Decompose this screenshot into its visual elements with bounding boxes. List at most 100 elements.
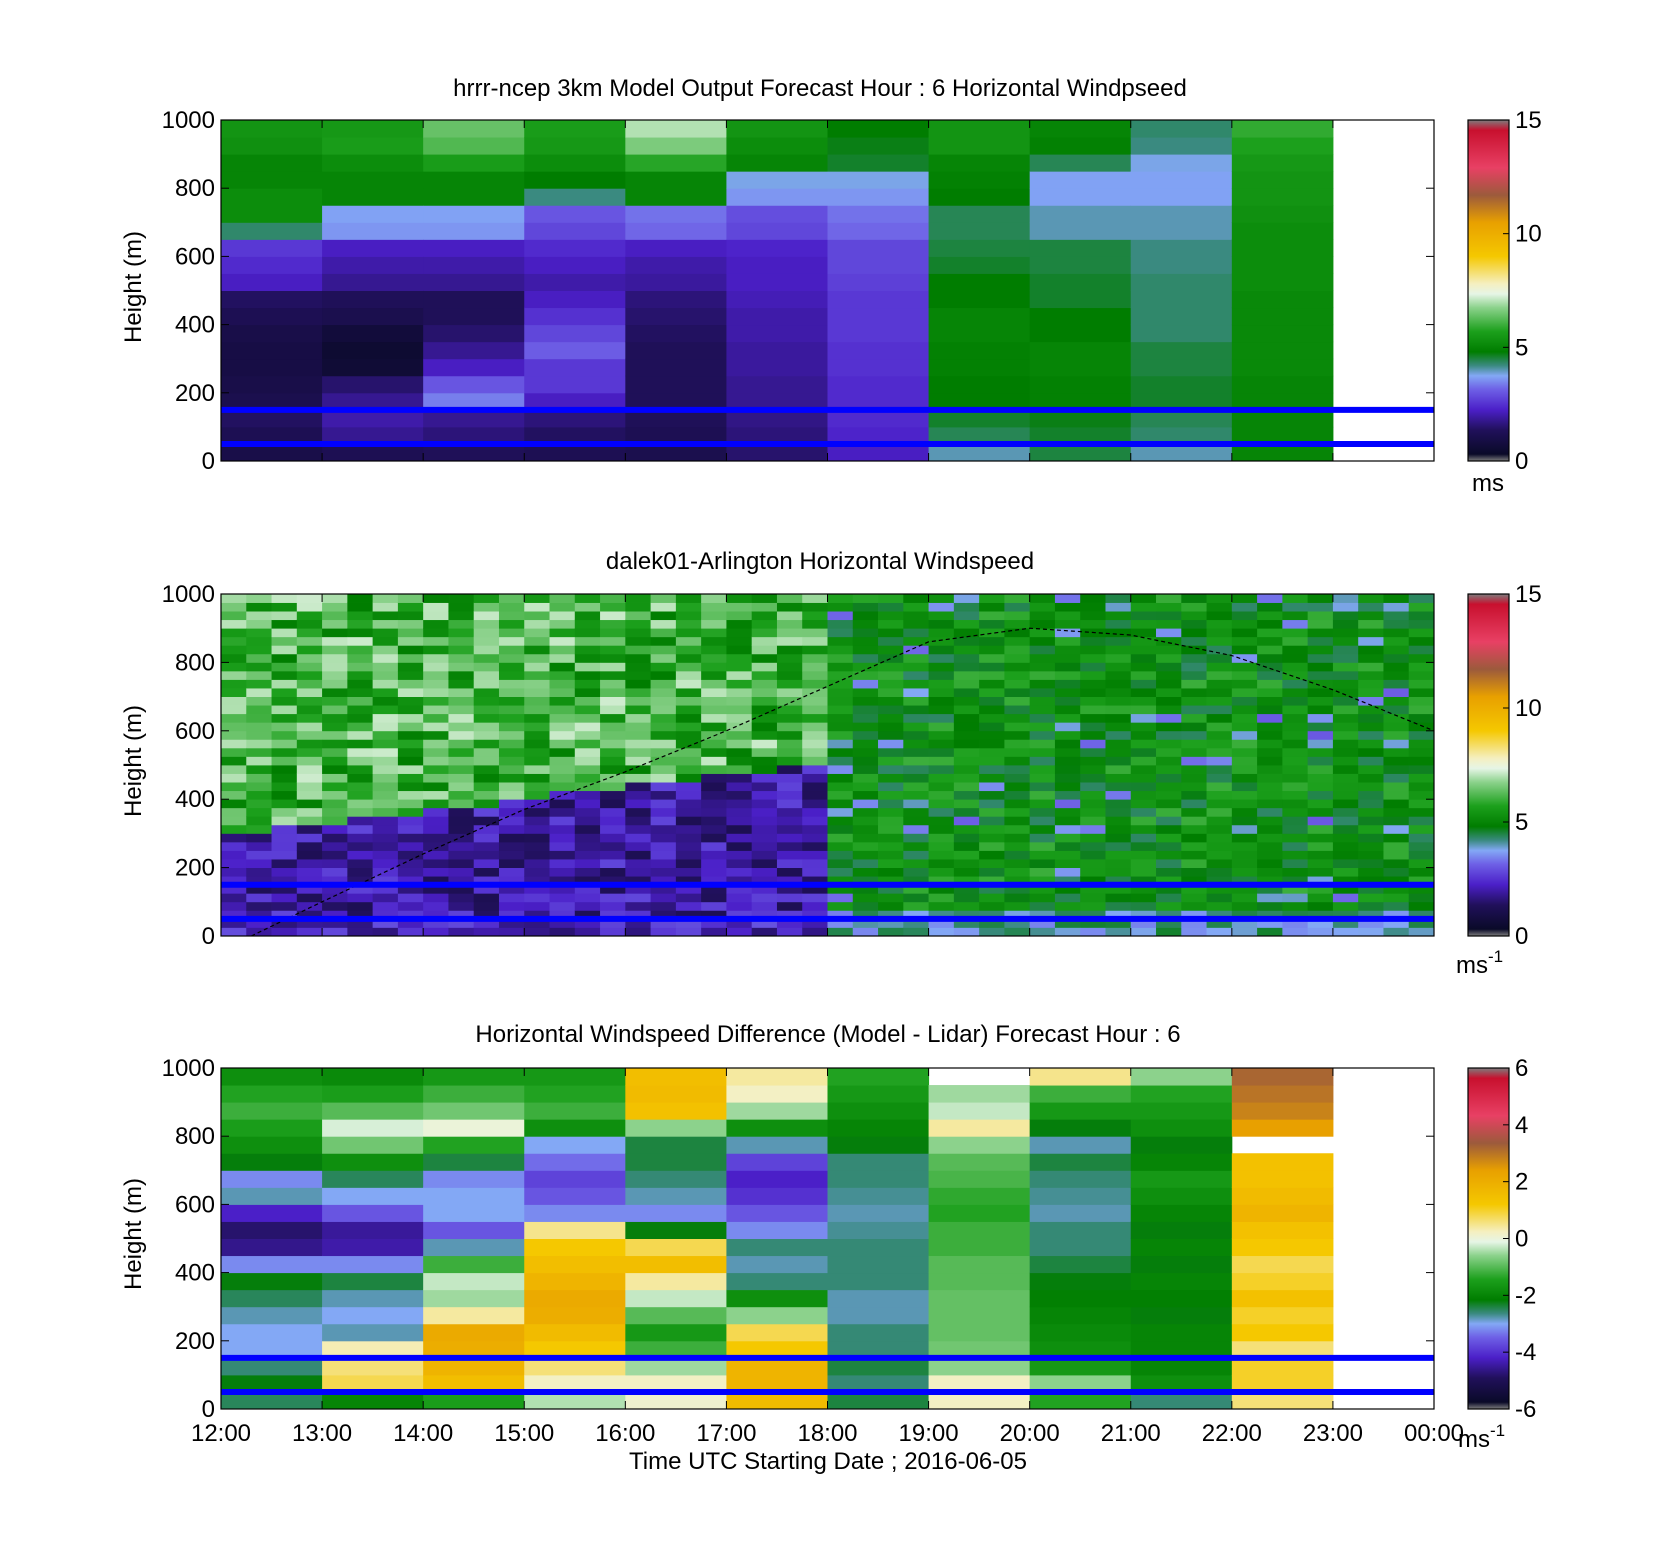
heatmap-cell xyxy=(953,662,980,672)
heatmap-cell xyxy=(625,884,652,894)
heatmap-cell xyxy=(423,1306,525,1325)
heatmap-cell xyxy=(271,876,298,886)
y-tick-label: 600 xyxy=(175,718,215,745)
heatmap-cell xyxy=(827,747,854,757)
heatmap-cell xyxy=(322,1085,424,1103)
heatmap-cell xyxy=(271,790,298,800)
heatmap-cell xyxy=(1358,918,1384,928)
heatmap-cell xyxy=(271,594,298,603)
heatmap-cell xyxy=(928,307,1031,326)
heatmap-cell xyxy=(1029,1323,1132,1342)
heatmap-cell xyxy=(701,679,727,689)
x-tick-label: 17:00 xyxy=(696,1420,756,1447)
heatmap-cell xyxy=(423,841,449,851)
heatmap-cell xyxy=(423,120,525,138)
heatmap-cell xyxy=(574,799,601,809)
heatmap-cell xyxy=(1130,901,1157,911)
heatmap-cell xyxy=(1029,120,1132,138)
heatmap-cell xyxy=(726,876,753,886)
heatmap-cell xyxy=(979,824,1005,834)
heatmap-cell xyxy=(928,1136,1031,1154)
heatmap-cell xyxy=(221,645,247,655)
heatmap-cell xyxy=(574,602,601,612)
heatmap-cell xyxy=(524,807,550,817)
heatmap-cell xyxy=(802,790,828,800)
heatmap-cell xyxy=(776,696,803,706)
heatmap-cell xyxy=(1054,876,1081,886)
heatmap-cell xyxy=(1231,1340,1334,1359)
heatmap-cell xyxy=(1408,636,1435,646)
heatmap-cell xyxy=(574,594,601,603)
heatmap-cell xyxy=(1004,824,1031,834)
heatmap-cell xyxy=(953,713,980,723)
heatmap-cell xyxy=(1156,628,1182,638)
heatmap-cell xyxy=(650,688,677,697)
heatmap-cell xyxy=(953,653,980,663)
heatmap-cell xyxy=(625,927,652,937)
heatmap-cell xyxy=(878,756,904,766)
heatmap-cell xyxy=(928,290,1031,309)
heatmap-cell xyxy=(221,1391,323,1410)
heatmap-cell xyxy=(423,1221,525,1239)
heatmap-cell xyxy=(625,893,652,903)
heatmap-cell xyxy=(1206,636,1233,646)
heatmap-cell xyxy=(524,611,550,621)
heatmap-cell xyxy=(246,884,272,894)
heatmap-cell xyxy=(1383,807,1410,817)
heatmap-cell xyxy=(852,799,879,809)
heatmap-cell xyxy=(574,910,601,920)
heatmap-cell xyxy=(221,290,323,309)
heatmap-cell xyxy=(1181,645,1207,655)
heatmap-cell xyxy=(423,662,449,672)
heatmap-cell xyxy=(1231,756,1258,766)
heatmap-cell xyxy=(953,927,980,937)
heatmap-cell xyxy=(1231,1085,1334,1103)
heatmap-cell xyxy=(524,893,550,903)
heatmap-cell xyxy=(953,730,980,740)
heatmap-cell xyxy=(625,850,652,860)
heatmap-cell xyxy=(903,730,929,740)
heatmap-cell xyxy=(372,696,399,706)
heatmap-cell xyxy=(423,611,449,621)
heatmap-cell xyxy=(1105,773,1132,783)
heatmap-cell xyxy=(625,782,652,792)
heatmap-cell xyxy=(549,756,576,766)
heatmap-cell xyxy=(574,756,601,766)
heatmap-cell xyxy=(928,1272,1031,1291)
heatmap-cell xyxy=(878,876,904,886)
heatmap-cell xyxy=(1156,722,1182,732)
heatmap-cell xyxy=(296,670,323,680)
heatmap-cell xyxy=(1307,594,1334,603)
heatmap-cell xyxy=(1156,619,1182,629)
heatmap-cell xyxy=(701,765,727,774)
heatmap-cell xyxy=(1029,645,1056,655)
heatmap-cell xyxy=(1054,747,1081,757)
heatmap-cell xyxy=(1282,824,1309,834)
heatmap-cell xyxy=(1206,611,1233,621)
heatmap-cell xyxy=(726,341,828,360)
heatmap-cell xyxy=(1383,841,1410,851)
heatmap-cell xyxy=(1029,1153,1132,1171)
heatmap-cell xyxy=(726,619,753,629)
heatmap-cell xyxy=(1408,910,1435,920)
heatmap-cell xyxy=(827,816,854,826)
heatmap-cell xyxy=(448,619,475,629)
heatmap-cell xyxy=(397,799,424,809)
heatmap-cell xyxy=(397,833,424,843)
heatmap-cell xyxy=(600,816,626,826)
heatmap-cell xyxy=(1307,619,1334,629)
heatmap-cell xyxy=(600,594,626,603)
heatmap-cell xyxy=(1358,722,1384,732)
heatmap-cell xyxy=(726,171,828,189)
heatmap-cell xyxy=(221,636,247,646)
heatmap-cell xyxy=(776,927,803,937)
heatmap-cell xyxy=(701,884,727,894)
heatmap-cell xyxy=(776,841,803,851)
heatmap-cell xyxy=(347,867,374,877)
heatmap-cell xyxy=(1358,602,1384,612)
heatmap-cell xyxy=(903,910,929,920)
heatmap-cell xyxy=(397,739,424,749)
heatmap-cell xyxy=(423,765,449,774)
heatmap-cell xyxy=(701,670,727,680)
heatmap-cell xyxy=(372,841,399,851)
